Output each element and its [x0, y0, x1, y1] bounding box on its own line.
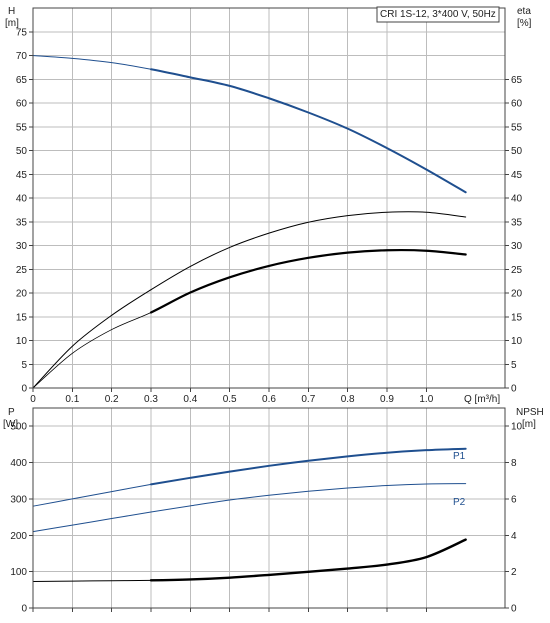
x-tick-label: 0.2 — [105, 394, 119, 405]
series-p1-thin-segment — [32, 483, 152, 507]
y-right-tick-label: 40 — [511, 194, 523, 205]
y-right-tick-label: 10 — [511, 336, 523, 347]
y-left-tick-label: 400 — [10, 458, 27, 469]
y-left-tick-label: 0 — [21, 384, 27, 395]
y-left-tick-label: 60 — [16, 99, 28, 110]
y-right-tick-label: 45 — [511, 170, 523, 181]
series-curve-thick-segment — [150, 68, 467, 194]
x-tick-label: 0.1 — [65, 394, 79, 405]
x-tick-label: 1.0 — [419, 394, 433, 405]
y-left-tick-label: 55 — [16, 122, 28, 133]
y-right-tick-label: 20 — [511, 289, 523, 300]
top-right-axis-name: eta — [517, 6, 531, 17]
y-left-tick-label: 500 — [10, 422, 27, 433]
title-box — [376, 6, 500, 23]
series-curve-thin-segment — [32, 55, 152, 70]
y-right-tick-label: 55 — [511, 122, 523, 133]
y-left-tick-label: 25 — [16, 265, 28, 276]
series-label-p2: P2 — [453, 497, 466, 508]
bottom-left-axis-name: P — [8, 407, 15, 418]
series-curve-thin-segment — [32, 289, 152, 389]
y-left-tick-label: 10 — [16, 336, 28, 347]
y-left-tick-label: 40 — [16, 194, 28, 205]
y-left-tick-label: 50 — [16, 146, 28, 157]
bottom-left-axis-unit: [W] — [3, 419, 18, 430]
y-left-tick-label: 0 — [21, 604, 27, 615]
series-p2-thin-segment — [32, 511, 152, 533]
top-left-axis-name: H — [8, 6, 15, 17]
x-tick-label: 0.6 — [262, 394, 276, 405]
x-tick-label: 0.4 — [183, 394, 197, 405]
y-right-tick-label: 6 — [511, 494, 517, 505]
grid-lines — [33, 8, 505, 608]
y-right-tick-label: 30 — [511, 241, 523, 252]
x-tick-label: 0.8 — [341, 394, 355, 405]
y-right-tick-label: 50 — [511, 146, 523, 157]
y-left-tick-label: 5 — [21, 360, 27, 371]
x-axis-label: Q [m³/h] — [464, 394, 500, 405]
y-right-tick-label: 35 — [511, 217, 523, 228]
series-label-p1: P1 — [453, 451, 466, 462]
y-right-tick-label: 0 — [511, 604, 517, 615]
plot-frame — [32, 7, 506, 389]
x-tick-label: 0.7 — [301, 394, 315, 405]
bottom-right-axis-name: NPSH — [516, 407, 544, 418]
y-left-tick-label: 30 — [16, 241, 28, 252]
series-p1-thick-segment — [150, 447, 467, 486]
top-left-axis-unit: [m] — [5, 18, 19, 29]
y-left-tick-label: 45 — [16, 170, 28, 181]
x-tick-label: 0.5 — [223, 394, 237, 405]
series-p2-thick-segment — [150, 483, 467, 513]
bottom-right-axis-unit: [m] — [522, 419, 536, 430]
y-left-tick-label: 200 — [10, 531, 27, 542]
y-left-tick-label: 70 — [16, 51, 28, 62]
curves — [32, 55, 467, 582]
y-left-tick-label: 35 — [16, 217, 28, 228]
title-text: CRI 1S-12, 3*400 V, 50Hz — [380, 9, 496, 20]
y-left-tick-label: 65 — [16, 75, 28, 86]
series-curve-thick-segment — [150, 211, 467, 291]
y-left-tick-label: 15 — [16, 312, 28, 323]
y-left-tick-label: 300 — [10, 494, 27, 505]
y-right-tick-label: 10 — [511, 422, 523, 433]
x-tick-label: 0 — [30, 394, 36, 405]
y-right-tick-label: 5 — [511, 360, 517, 371]
y-left-tick-label: 100 — [10, 567, 27, 578]
x-tick-label: 0.9 — [380, 394, 394, 405]
series-curve-thin-segment — [32, 312, 152, 389]
y-left-tick-label: 20 — [16, 289, 28, 300]
x-tick-label: 0.3 — [144, 394, 158, 405]
y-left-tick-label: 75 — [16, 27, 28, 38]
y-right-tick-label: 4 — [511, 531, 517, 542]
y-right-tick-label: 8 — [511, 458, 517, 469]
series-curve-thick-segment — [149, 538, 467, 582]
y-right-tick-label: 60 — [511, 99, 523, 110]
axis-texts: 0510152025303540455055606570750510152025… — [10, 27, 522, 614]
y-right-tick-label: 2 — [511, 567, 517, 578]
y-right-tick-label: 0 — [511, 384, 517, 395]
y-right-tick-label: 15 — [511, 312, 523, 323]
y-right-tick-label: 65 — [511, 75, 523, 86]
series-curve-thick-segment — [149, 248, 467, 314]
y-right-tick-label: 25 — [511, 265, 523, 276]
plot-frames — [29, 6, 509, 612]
plot-frame — [32, 407, 506, 609]
top-right-axis-unit: [%] — [517, 18, 532, 29]
series-curve-thin-segment — [32, 579, 152, 582]
